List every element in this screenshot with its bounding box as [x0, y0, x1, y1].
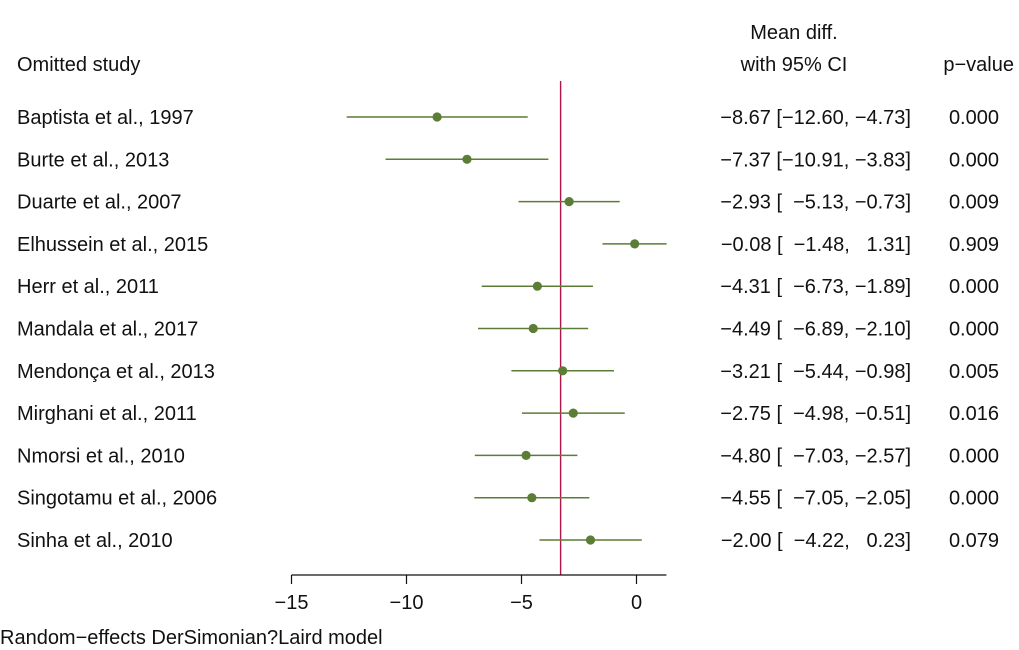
ci-value-label: −4.31 [ −6.73, −1.89]: [720, 276, 911, 298]
point-estimate-marker: [528, 323, 538, 334]
study-label: Nmorsi et al., 2010: [17, 445, 185, 467]
study-label: Burte et al., 2013: [17, 149, 169, 171]
study-label: Mirghani et al., 2011: [17, 403, 197, 425]
p-value-label: 0.079: [949, 530, 999, 552]
point-estimate-marker: [568, 408, 578, 418]
study-row: Duarte et al., 2007 −2.93 [ −5.13, −0.73]…: [17, 192, 999, 214]
ci-value-label: −4.80 [ −7.03, −2.57]: [720, 445, 911, 467]
ci-value-label: −7.37 [−10.91, −3.83]: [720, 149, 911, 171]
p-value-label: 0.909: [949, 234, 999, 256]
p-value-label: 0.000: [949, 445, 999, 467]
ci-value-label: −3.21 [ −5.44, −0.98]: [720, 361, 911, 383]
p-value-label: 0.000: [949, 319, 999, 341]
point-estimate-marker: [564, 197, 574, 207]
study-row: Singotamu et al., 2006 −4.55 [ −7.05, −2.…: [17, 488, 999, 510]
point-estimate-marker: [527, 493, 537, 503]
ci-value-label: −2.75 [ −4.98, −0.51]: [720, 403, 911, 425]
p-value-label: 0.000: [949, 488, 999, 510]
ci-value-label: −0.08 [ −1.48, 1.31]: [721, 234, 911, 256]
study-label: Sinha et al., 2010: [17, 530, 173, 552]
study-rows: Baptista et al., 1997 −8.67 [−12.60, −4.7…: [17, 81, 999, 575]
point-estimate-marker: [432, 112, 442, 122]
study-label: Herr et al., 2011: [17, 276, 159, 298]
study-row: Herr et al., 2011 −4.31 [ −6.73, −1.89] 0.…: [17, 276, 999, 298]
x-tick-label: 0: [631, 592, 642, 614]
study-row: Burte et al., 2013 −7.37 [−10.91, −3.83] 0…: [17, 149, 999, 171]
point-estimate-marker: [558, 366, 568, 376]
study-row: Mirghani et al., 2011 −2.75 [ −4.98, −0.5…: [17, 403, 999, 425]
study-row: Mandala et al., 2017 −4.49 [ −6.89, −2.10…: [17, 319, 999, 341]
header-with-ci: with 95% CI: [740, 54, 848, 76]
x-tick-label: −5: [510, 592, 533, 614]
x-axis: −15 −10 −5 0: [275, 574, 667, 614]
p-value-label: 0.000: [949, 149, 999, 171]
ci-value-label: −2.93 [ −5.13, −0.73]: [720, 192, 911, 214]
point-estimate-marker: [521, 450, 531, 460]
study-label: Singotamu et al., 2006: [17, 488, 217, 510]
model-footnote: Random−effects DerSimonian?Laird model: [0, 627, 383, 649]
study-label: Mendonça et al., 2013: [17, 361, 215, 383]
point-estimate-marker: [630, 239, 640, 249]
point-estimate-marker: [462, 154, 472, 164]
study-row: Mendonça et al., 2013 −3.21 [ −5.44, −0.9…: [17, 361, 999, 383]
study-row: Elhussein et al., 2015 −0.08 [ −1.48, 1.3…: [17, 234, 999, 256]
study-row: Nmorsi et al., 2010 −4.80 [ −7.03, −2.57]…: [17, 445, 999, 467]
study-label: Baptista et al., 1997: [17, 107, 194, 129]
study-row: Sinha et al., 2010 −2.00 [ −4.22, 0.23] 0.…: [17, 530, 999, 552]
p-value-label: 0.016: [949, 403, 999, 425]
p-value-label: 0.000: [949, 276, 999, 298]
p-value-label: 0.009: [949, 192, 999, 214]
p-value-label: 0.000: [949, 107, 999, 129]
study-label: Mandala et al., 2017: [17, 319, 198, 341]
ci-value-label: −4.49 [ −6.89, −2.10]: [720, 319, 911, 341]
point-estimate-marker: [585, 535, 596, 545]
ci-value-label: −4.55 [ −7.05, −2.05]: [720, 488, 911, 510]
header-mean-diff: Mean diff.: [750, 22, 837, 44]
header-omitted-study: Omitted study: [17, 54, 140, 76]
study-label: Duarte et al., 2007: [17, 192, 182, 214]
x-tick-label: −10: [390, 592, 424, 614]
study-label: Elhussein et al., 2015: [17, 234, 208, 256]
x-tick-label: −15: [275, 592, 309, 614]
point-estimate-marker: [532, 281, 542, 291]
header-p-value: p−value: [943, 54, 1014, 76]
ci-value-label: −8.67 [−12.60, −4.73]: [720, 107, 911, 129]
ci-value-label: −2.00 [ −4.22, 0.23]: [721, 530, 911, 552]
study-row: Baptista et al., 1997 −8.67 [−12.60, −4.7…: [17, 107, 999, 129]
p-value-label: 0.005: [949, 361, 999, 383]
